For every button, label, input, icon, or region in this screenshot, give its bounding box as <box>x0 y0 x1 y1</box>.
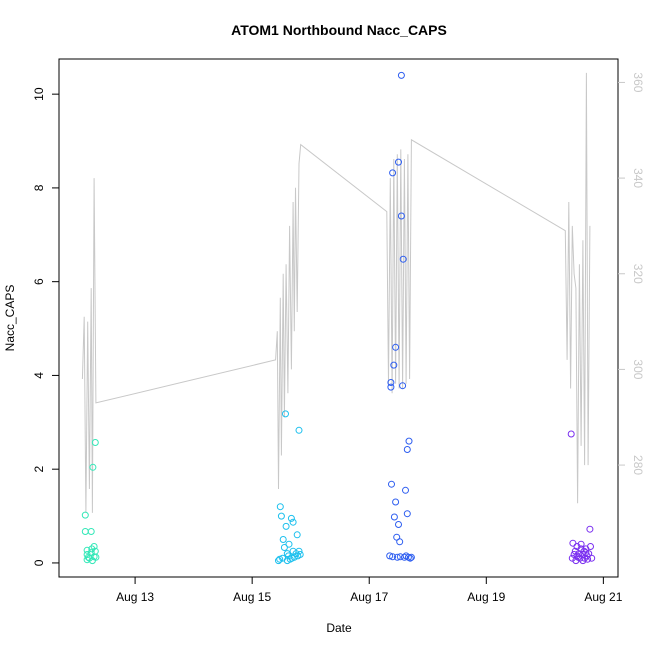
secondary-line-layer <box>81 72 591 513</box>
plot-frame <box>58 58 619 578</box>
data-point-group3-2 <box>387 383 395 391</box>
y-tick-label-1: 2 <box>32 466 46 473</box>
data-point-group3-8 <box>392 343 400 351</box>
data-point-group2-21 <box>295 547 303 555</box>
data-point-group2-1 <box>276 555 284 563</box>
data-point-group2-17 <box>290 553 298 561</box>
data-point-group1-11 <box>90 543 98 550</box>
data-point-group3-9 <box>392 498 400 506</box>
data-point-group4-4 <box>571 547 579 555</box>
data-point-group2-6 <box>280 544 288 551</box>
secondary-series-line <box>81 72 591 513</box>
data-point-group3-1 <box>387 379 395 386</box>
y2-tick-label-2: 320 <box>631 264 645 284</box>
data-point-group4-15 <box>582 549 590 557</box>
data-point-group1-16 <box>88 545 96 553</box>
y2-tick-label-3: 340 <box>631 168 645 188</box>
y2-tick-label-4: 360 <box>631 72 645 92</box>
data-point-group3-6 <box>390 361 398 369</box>
data-point-group1-15 <box>85 554 93 562</box>
data-point-group4-11 <box>577 540 585 548</box>
y-tick-label-2: 4 <box>32 372 46 379</box>
y-axis-label: Nacc_CAPS <box>3 285 17 352</box>
data-point-group2-15 <box>289 518 297 526</box>
data-point-group4-0 <box>567 430 575 438</box>
data-point-group1-12 <box>91 439 99 446</box>
data-point-group4-22 <box>573 552 581 560</box>
data-point-group4-21 <box>588 554 596 562</box>
data-point-group3-7 <box>390 513 398 521</box>
data-point-group4-2 <box>569 539 577 547</box>
data-point-group3-28 <box>407 553 415 561</box>
data-point-group3-18 <box>399 382 407 390</box>
data-point-group1-0 <box>81 511 89 519</box>
x-axis-label: Date <box>326 621 352 635</box>
data-point-group4-19 <box>586 525 594 533</box>
data-point-group3-13 <box>395 521 402 528</box>
chart-title: ATOM1 Northbound Nacc_CAPS <box>231 22 447 38</box>
data-point-group3-23 <box>403 446 411 453</box>
x-tick-label-1: Aug 15 <box>233 590 271 604</box>
data-point-group2-7 <box>282 410 289 418</box>
data-point-group4-23 <box>579 557 587 565</box>
data-point-group3-21 <box>402 486 409 494</box>
data-point-group2-22 <box>295 426 303 434</box>
data-point-group3-16 <box>397 71 405 79</box>
data-point-group2-19 <box>293 531 301 539</box>
data-point-group2-5 <box>279 536 287 543</box>
y-axis: 0 2 4 6 8 10 <box>32 87 59 566</box>
x-tick-label-4: Aug 21 <box>584 590 622 604</box>
data-point-group3-26 <box>405 437 413 445</box>
data-point-group2-24 <box>283 557 291 565</box>
x-axis: Aug 13 Aug 15 Aug 17 Aug 19 Aug 21 <box>116 577 623 604</box>
data-point-group2-3 <box>277 512 285 520</box>
y2-tick-label-1: 300 <box>631 359 645 379</box>
data-point-group3-3 <box>388 480 395 488</box>
data-point-group1-7 <box>87 528 95 535</box>
data-point-group3-14 <box>396 538 404 546</box>
data-point-group3-24 <box>403 510 411 518</box>
data-point-group1-9 <box>89 463 97 471</box>
x-tick-label-0: Aug 13 <box>116 590 154 604</box>
data-point-group1-14 <box>92 553 100 561</box>
data-point-group2-8 <box>282 522 290 530</box>
data-point-group1-1 <box>81 528 89 535</box>
data-point-group1-2 <box>83 546 91 554</box>
data-point-group3-12 <box>395 158 402 166</box>
data-point-group3-5 <box>389 169 397 177</box>
data-point-group3-4 <box>389 553 397 561</box>
data-point-group2-11 <box>285 540 293 548</box>
x-tick-label-2: Aug 17 <box>350 590 388 604</box>
data-point-group3-17 <box>397 212 405 220</box>
y-tick-label-3: 6 <box>32 278 46 285</box>
data-point-group4-24 <box>582 545 590 553</box>
y2-tick-label-0: 280 <box>631 455 645 475</box>
y-tick-label-0: 0 <box>32 559 46 566</box>
data-point-group2-2 <box>276 503 284 511</box>
y-tick-label-5: 10 <box>32 87 46 101</box>
data-point-group3-0 <box>386 552 394 560</box>
y-tick-label-4: 8 <box>32 184 46 191</box>
data-point-group2-13 <box>287 514 295 522</box>
data-point-group3-11 <box>393 553 401 561</box>
data-point-group3-19 <box>399 255 407 263</box>
scatter-points-layer <box>81 71 596 565</box>
data-point-group3-27 <box>406 554 414 562</box>
x-tick-label-3: Aug 19 <box>467 590 505 604</box>
data-point-group2-23 <box>296 551 304 558</box>
y2-axis: 280 300 320 340 360 <box>618 72 645 475</box>
